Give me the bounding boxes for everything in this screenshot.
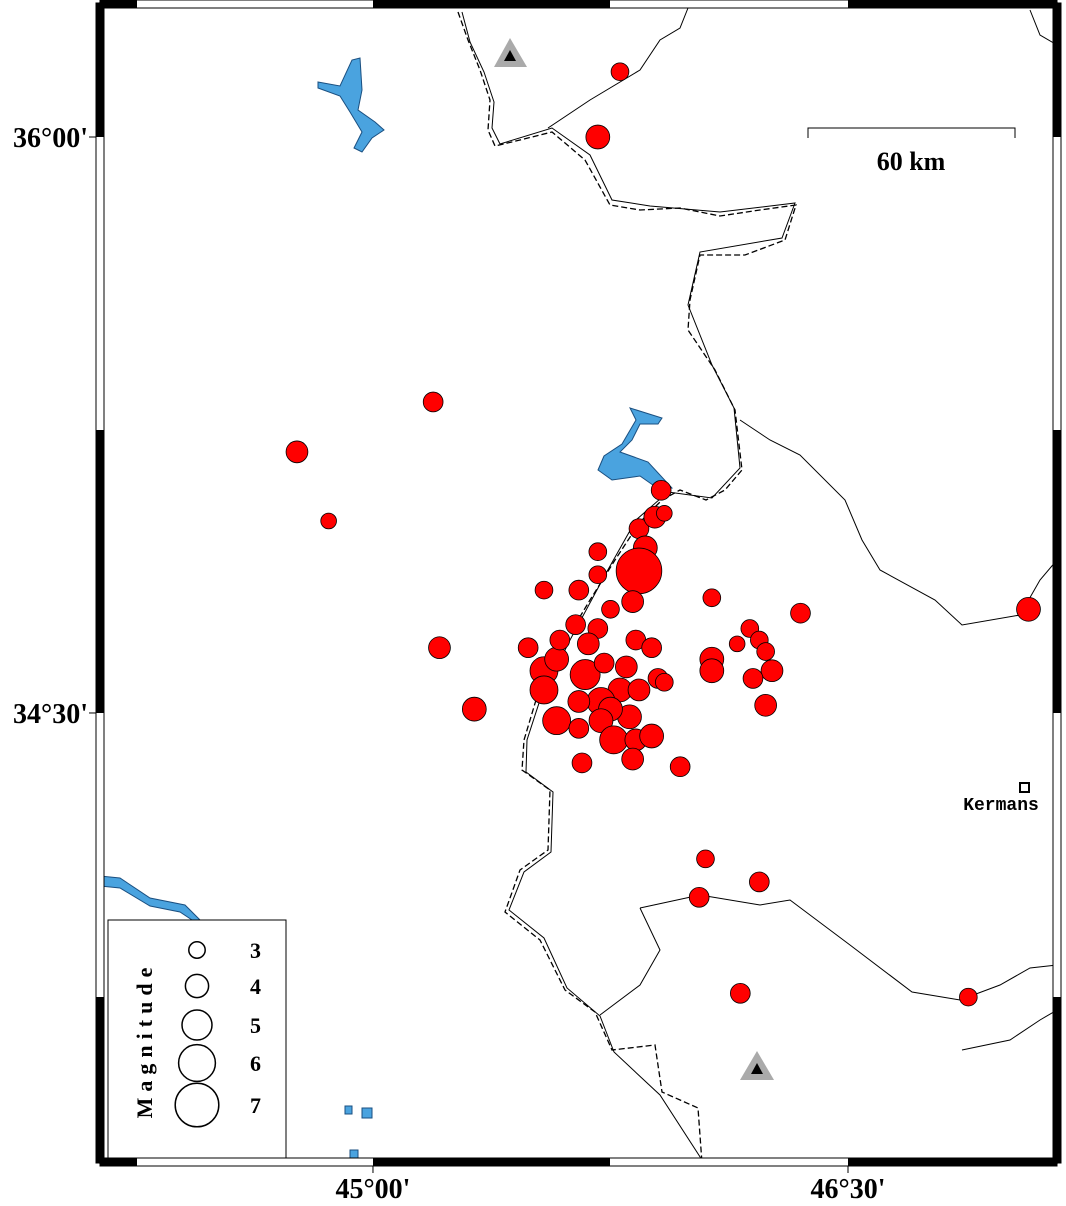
- legend-circle: [177, 1043, 217, 1083]
- earthquake: [756, 642, 775, 661]
- lake: [597, 407, 673, 491]
- earthquake: [641, 637, 662, 659]
- x-tick-label: 45°00': [335, 1174, 410, 1205]
- earthquake: [461, 696, 487, 722]
- earthquake: [422, 391, 444, 413]
- earthquake: [728, 635, 746, 653]
- earthquake: [639, 723, 664, 749]
- legend-label: 4: [250, 974, 261, 999]
- earthquake: [588, 542, 608, 561]
- y-tick-label: 34°30': [13, 699, 88, 730]
- earthquake: [542, 706, 572, 736]
- earthquake: [569, 659, 601, 690]
- earthquake: [610, 62, 630, 82]
- station: [751, 1063, 763, 1074]
- city-marker: [1019, 782, 1030, 793]
- earthquake: [576, 632, 600, 656]
- earthquake: [549, 629, 571, 651]
- legend-label: 3: [250, 938, 261, 963]
- y-tick-label: 36°00': [13, 123, 88, 154]
- legend: Magnitude: [107, 919, 287, 1159]
- legend-circle: [181, 1009, 213, 1041]
- earthquake: [517, 637, 539, 659]
- earthquake: [615, 547, 663, 595]
- legend-label: 7: [250, 1093, 261, 1118]
- legend-circle: [184, 973, 210, 999]
- earthquake: [565, 614, 586, 635]
- x-tick-label: 46°30': [811, 1174, 886, 1205]
- earthquake: [742, 668, 764, 689]
- earthquake: [959, 987, 978, 1007]
- earthquake: [702, 588, 722, 608]
- earthquake: [588, 565, 608, 585]
- scale-bar: 60 km: [807, 127, 1016, 176]
- earthquake: [601, 600, 620, 619]
- legend-label: 6: [250, 1051, 261, 1076]
- earthquake: [696, 849, 715, 869]
- earthquake: [790, 602, 811, 624]
- basemap: [100, 7, 1057, 1163]
- city-label: Kermans: [963, 796, 1039, 816]
- legend-label: 5: [250, 1013, 261, 1038]
- scale-label: 60 km: [877, 147, 946, 176]
- earthquake: [627, 678, 651, 702]
- earthquake: [688, 886, 710, 908]
- earthquake: [656, 505, 673, 522]
- earthquake: [614, 655, 638, 679]
- earthquake: [749, 871, 770, 893]
- earthquake: [655, 672, 674, 692]
- lake: [317, 57, 385, 153]
- lake: [344, 1105, 373, 1161]
- earthquake: [621, 747, 644, 771]
- earthquake: [1016, 596, 1041, 622]
- river: [100, 875, 201, 923]
- earthquake: [593, 652, 615, 674]
- frame: [95, 0, 1062, 1167]
- border: [457, 11, 797, 1163]
- legend-title: Magnitude: [132, 962, 157, 1119]
- earthquake: [650, 479, 672, 501]
- earthquake: [285, 440, 309, 464]
- earthquake: [585, 124, 611, 150]
- earthquake: [699, 658, 725, 684]
- earthquake: [529, 675, 559, 705]
- earthquake: [588, 708, 614, 733]
- earthquake: [567, 690, 591, 713]
- earthquake: [760, 659, 784, 683]
- earthquake: [599, 725, 629, 755]
- earthquake: [571, 752, 593, 774]
- events: [285, 62, 1041, 1007]
- earthquake: [754, 693, 777, 717]
- earthquake: [669, 756, 691, 778]
- earthquake: [544, 646, 569, 672]
- earthquake: [534, 580, 554, 600]
- earthquake: [621, 590, 644, 613]
- legend-circle: [188, 941, 206, 959]
- border: [547, 7, 1057, 1051]
- legend-circle: [174, 1082, 220, 1128]
- earthquake: [428, 636, 451, 660]
- border: [461, 11, 796, 1163]
- earthquake: [320, 512, 337, 530]
- earthquake: [568, 718, 590, 739]
- earthquake: [730, 982, 751, 1004]
- earthquake: [568, 579, 590, 601]
- station: [504, 50, 516, 61]
